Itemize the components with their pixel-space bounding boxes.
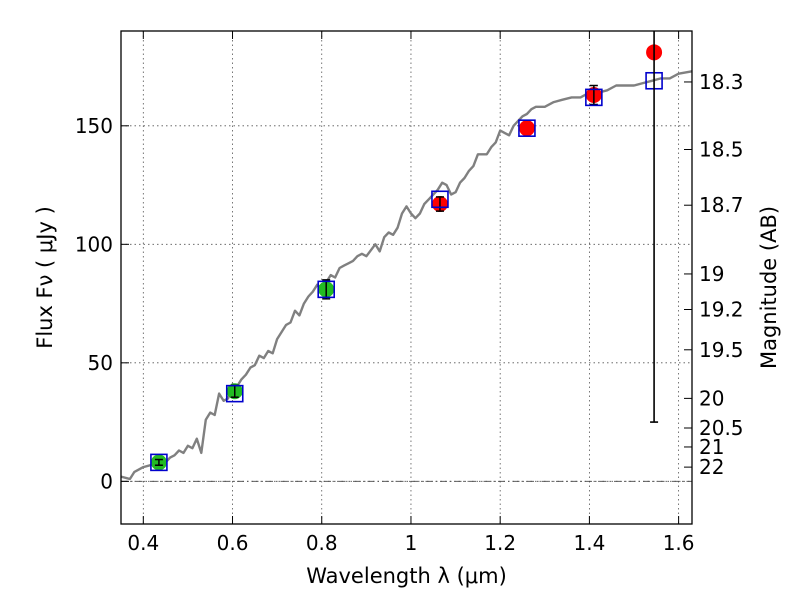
right-y-tick-label: 20.5 (699, 416, 744, 440)
y-tick-label: 0 (100, 469, 113, 493)
plot-series (120, 31, 693, 481)
spectrum-line (120, 70, 693, 481)
right-y-tick-label: 19.2 (699, 297, 744, 321)
right-y-tick-label: 18.5 (699, 138, 744, 162)
y-tick-label: 100 (75, 232, 113, 256)
model-square (225, 384, 244, 403)
right-y-tick-label: 18.3 (699, 70, 744, 94)
model-square (518, 119, 536, 137)
right-y-tick-label: 19 (699, 262, 724, 286)
right-y-axis-label: Magnitude (AB) (757, 206, 781, 369)
x-tick-label: 0.6 (217, 531, 249, 555)
x-tick-label: 1 (405, 531, 418, 555)
x-tick-label: 1.6 (663, 531, 695, 555)
x-tick-label: 0.8 (306, 531, 338, 555)
model-square (431, 190, 449, 209)
x-tick-label: 0.4 (127, 531, 159, 555)
model-square (150, 453, 168, 472)
model-square (317, 280, 336, 299)
x-tick-label: 1.2 (484, 531, 516, 555)
plot-frame (120, 30, 693, 525)
right-y-tick-label: 21 (699, 435, 724, 459)
y-tick-label: 50 (88, 351, 113, 375)
axis-ticks: 0.4 0.6 0.8 1 1.2 1.4 1.6 0 50 100 150 18.3 18.5 18.7… (75, 31, 744, 555)
grid-lines (121, 31, 692, 524)
y-axis-label: Flux Fν ( μJy ) (33, 206, 57, 349)
x-axis-label: Wavelength λ (μm) (306, 564, 507, 588)
right-y-tick-label: 22 (699, 455, 724, 479)
data-point (518, 120, 535, 137)
right-y-tick-label: 20 (699, 386, 724, 410)
x-tick-label: 1.4 (573, 531, 605, 555)
right-y-tick-label: 18.7 (699, 193, 744, 217)
model-square (585, 88, 603, 107)
right-y-tick-label: 19.5 (699, 338, 744, 362)
y-tick-label: 150 (75, 114, 113, 138)
